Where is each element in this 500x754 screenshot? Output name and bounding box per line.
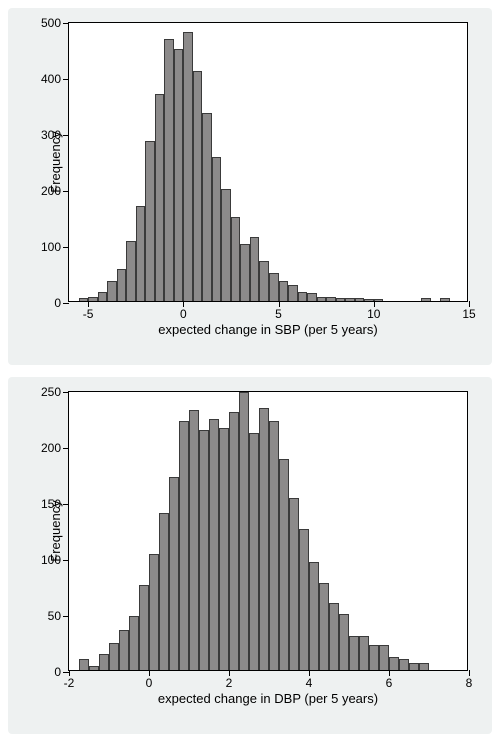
histogram-bar <box>307 293 317 301</box>
x-tick-label: 6 <box>386 670 393 690</box>
chart-panel-1: 050100150200250-202468Frequency expected … <box>8 377 492 734</box>
histogram-bar <box>183 32 193 301</box>
histogram-bar <box>326 297 336 301</box>
histogram-bar <box>399 659 409 670</box>
x-tick-label: 15 <box>462 301 475 321</box>
histogram-bar <box>89 666 99 670</box>
plot-area: 0100200300400500-5051015Frequency <box>68 22 468 302</box>
histogram-bar <box>319 583 329 670</box>
histogram-bar <box>369 645 379 670</box>
y-tick-label: 50 <box>48 609 69 623</box>
x-tick-label: 0 <box>146 670 153 690</box>
histogram-bar <box>117 269 127 301</box>
histogram-bar <box>279 459 289 670</box>
x-tick-label: -2 <box>64 670 75 690</box>
y-tick-label: 500 <box>41 16 69 30</box>
y-tick-label: 400 <box>41 72 69 86</box>
histogram-bar <box>229 412 239 670</box>
histogram-bar <box>219 428 229 670</box>
histogram-bar <box>202 113 212 301</box>
histogram-bar <box>289 498 299 670</box>
histogram-bar <box>250 237 260 301</box>
histogram-bar <box>169 477 179 670</box>
histogram-bar <box>99 654 109 670</box>
histogram-bar <box>145 141 155 301</box>
x-tick-label: 5 <box>275 301 282 321</box>
x-tick-label: 10 <box>367 301 380 321</box>
histogram-bar <box>174 49 184 301</box>
histogram-bar <box>107 281 117 301</box>
histogram-bar <box>109 643 119 670</box>
histogram-bar <box>409 663 419 670</box>
histogram-bar <box>212 157 222 301</box>
histogram-bar <box>126 241 136 301</box>
histogram-bar <box>129 616 139 670</box>
histogram-bar <box>159 513 169 670</box>
histogram-bar <box>164 39 174 301</box>
histogram-bar <box>179 421 189 670</box>
histogram-bar <box>359 636 369 670</box>
histogram-bar <box>269 421 279 670</box>
histogram-bar <box>136 206 146 301</box>
histogram-bar <box>349 636 359 670</box>
chart-wrap: 050100150200250-202468Frequency expected … <box>68 391 482 706</box>
y-tick-label: 100 <box>41 240 69 254</box>
y-axis-label: Frequency <box>48 131 63 192</box>
histogram-bar <box>288 285 298 301</box>
x-tick-label: 2 <box>226 670 233 690</box>
histogram-bar <box>389 657 399 670</box>
histogram-bar <box>279 281 289 301</box>
chart-panel-0: 0100200300400500-5051015Frequency expecte… <box>8 8 492 365</box>
chart-wrap: 0100200300400500-5051015Frequency expecte… <box>68 22 482 337</box>
histogram-bar <box>189 410 199 670</box>
histogram-bar <box>345 298 355 301</box>
histogram-bar <box>317 297 327 301</box>
y-tick-label: 200 <box>41 441 69 455</box>
histogram-bar <box>309 562 319 670</box>
histogram-bar <box>329 603 339 670</box>
histogram-bar <box>299 529 309 670</box>
histogram-bar <box>231 217 241 301</box>
x-tick-label: 4 <box>306 670 313 690</box>
histogram-bar <box>249 433 259 670</box>
histogram-bar <box>440 298 450 301</box>
histogram-bar <box>79 659 89 670</box>
histogram-bar <box>240 244 250 301</box>
histogram-bar <box>259 261 269 301</box>
histogram-bar <box>221 189 231 301</box>
y-axis-label: Frequency <box>48 500 63 561</box>
histogram-bar <box>259 408 269 670</box>
plot-area: 050100150200250-202468Frequency <box>68 391 468 671</box>
histogram-bar <box>193 71 203 301</box>
histogram-bar <box>269 273 279 301</box>
x-axis-label: expected change in SBP (per 5 years) <box>68 322 468 337</box>
y-tick-label: 250 <box>41 385 69 399</box>
histogram-bar <box>239 392 249 670</box>
histogram-bar <box>155 94 165 301</box>
histogram-bar <box>419 663 429 670</box>
x-axis-label: expected change in DBP (per 5 years) <box>68 691 468 706</box>
histogram-bar <box>119 630 129 670</box>
histogram-bar <box>139 585 149 670</box>
histogram-bar <box>339 614 349 670</box>
histogram-bar <box>199 430 209 670</box>
histogram-bar <box>209 419 219 670</box>
histogram-bar <box>298 292 308 301</box>
y-tick-label: 0 <box>54 296 69 310</box>
histogram-bar <box>421 298 431 301</box>
histogram-bar <box>336 298 346 301</box>
x-tick-label: -5 <box>83 301 94 321</box>
x-tick-label: 0 <box>180 301 187 321</box>
histogram-bar <box>355 298 365 301</box>
histogram-bar <box>379 645 389 670</box>
histogram-bar <box>98 292 108 301</box>
x-tick-label: 8 <box>466 670 473 690</box>
histogram-bar <box>149 554 159 670</box>
